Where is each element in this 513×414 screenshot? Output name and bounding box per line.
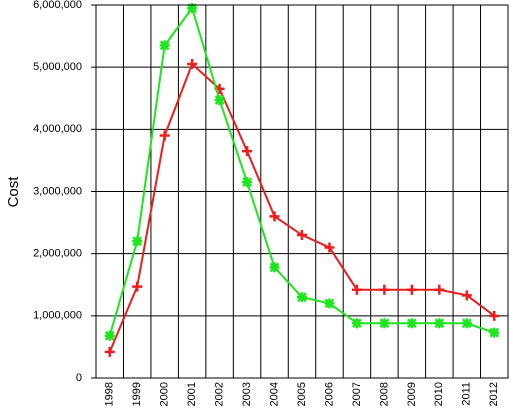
- y-tick-label: 4,000,000: [33, 123, 82, 135]
- x-tick-label: 2009: [406, 382, 418, 406]
- y-tick-label: 5,000,000: [33, 61, 82, 73]
- point-marker: [489, 327, 500, 338]
- y-tick-label: 2,000,000: [33, 248, 82, 260]
- x-tick-label: 2004: [268, 382, 280, 406]
- point-marker: [489, 310, 500, 321]
- y-tick-label: 3,000,000: [33, 185, 82, 197]
- x-tick-label: 2003: [241, 382, 253, 406]
- x-tick-label: 2006: [323, 382, 335, 406]
- x-tick-label: 2001: [186, 382, 198, 406]
- point-marker: [187, 59, 198, 70]
- point-marker: [269, 211, 280, 222]
- point-marker: [434, 318, 445, 329]
- point-marker: [406, 318, 417, 329]
- x-tick-label: 1998: [104, 382, 116, 406]
- x-tick-label: 2002: [214, 382, 226, 406]
- point-marker: [242, 146, 253, 157]
- point-marker: [324, 242, 335, 253]
- point-marker: [132, 281, 143, 292]
- point-marker: [406, 284, 417, 295]
- x-tick-label: 1999: [131, 382, 143, 406]
- x-tick-label: 2010: [433, 382, 445, 406]
- point-marker: [297, 230, 307, 241]
- point-marker: [104, 346, 115, 357]
- x-tick-label: 2007: [351, 382, 363, 406]
- x-tick-label: 2005: [296, 382, 308, 406]
- point-marker: [159, 130, 170, 141]
- point-marker: [351, 284, 362, 295]
- plot-frame: [95, 4, 509, 379]
- x-tick-label: 2012: [488, 382, 500, 406]
- point-marker: [461, 290, 472, 301]
- x-tick-label: 2008: [378, 382, 390, 406]
- point-marker: [379, 284, 390, 295]
- y-tick-label: 1,000,000: [33, 310, 82, 322]
- point-marker: [269, 262, 280, 273]
- y-tick-label: 6,000,000: [33, 0, 82, 11]
- point-marker: [104, 330, 115, 341]
- y-axis-label: Cost: [5, 176, 22, 208]
- point-marker: [242, 177, 253, 188]
- point-marker: [434, 284, 445, 295]
- point-marker: [379, 318, 390, 329]
- series-line: [108, 5, 495, 337]
- point-marker: [132, 236, 143, 247]
- point-marker: [159, 40, 170, 51]
- point-marker: [297, 292, 307, 303]
- point-marker: [351, 318, 362, 329]
- x-tick-label: 2000: [159, 382, 171, 406]
- point-marker: [461, 318, 472, 329]
- point-marker: [214, 95, 225, 106]
- series-line: [108, 62, 495, 353]
- point-marker: [187, 3, 198, 14]
- x-tick-label: 2011: [461, 382, 473, 406]
- point-marker: [324, 298, 335, 309]
- y-tick-label: 0: [76, 372, 82, 384]
